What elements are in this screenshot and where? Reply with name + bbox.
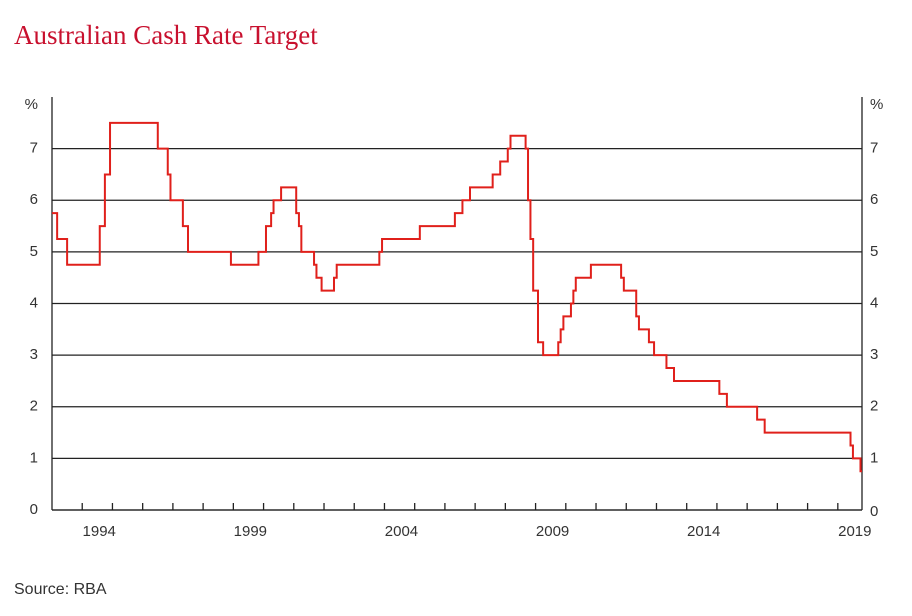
chart-title: Australian Cash Rate Target — [14, 20, 318, 50]
x-tick-label: 1999 — [234, 523, 267, 540]
y-tick-label: 3 — [30, 346, 38, 363]
y-unit: % — [25, 96, 38, 113]
x-tick-label: 1994 — [83, 523, 116, 540]
rate-line — [52, 121, 862, 473]
y2-tick-label: 7 — [870, 140, 878, 157]
y2-tick-label: 3 — [870, 346, 878, 363]
y-tick-label: 0 — [30, 501, 38, 518]
x-tick-label: 2009 — [536, 523, 569, 540]
y2-tick-label: 0 — [870, 503, 878, 520]
y2-unit: % — [870, 96, 883, 113]
y-tick-label: 2 — [30, 398, 38, 415]
y-tick-label: 1 — [30, 449, 38, 466]
y2-tick-label: 4 — [870, 294, 878, 311]
y2-tick-label: 5 — [870, 243, 878, 260]
x-tick-label: 2019 — [838, 523, 871, 540]
y2-tick-label: 2 — [870, 398, 878, 415]
y-tick-label: 5 — [30, 243, 38, 260]
y2-tick-label: 6 — [870, 191, 878, 208]
y-tick-label: 7 — [30, 140, 38, 157]
y-tick-label: 6 — [30, 191, 38, 208]
source-note: Source: RBA — [14, 581, 107, 598]
y-tick-label: 4 — [30, 294, 38, 311]
x-tick-label: 2014 — [687, 523, 720, 540]
x-tick-label: 2004 — [385, 523, 418, 540]
y2-tick-label: 1 — [870, 449, 878, 466]
